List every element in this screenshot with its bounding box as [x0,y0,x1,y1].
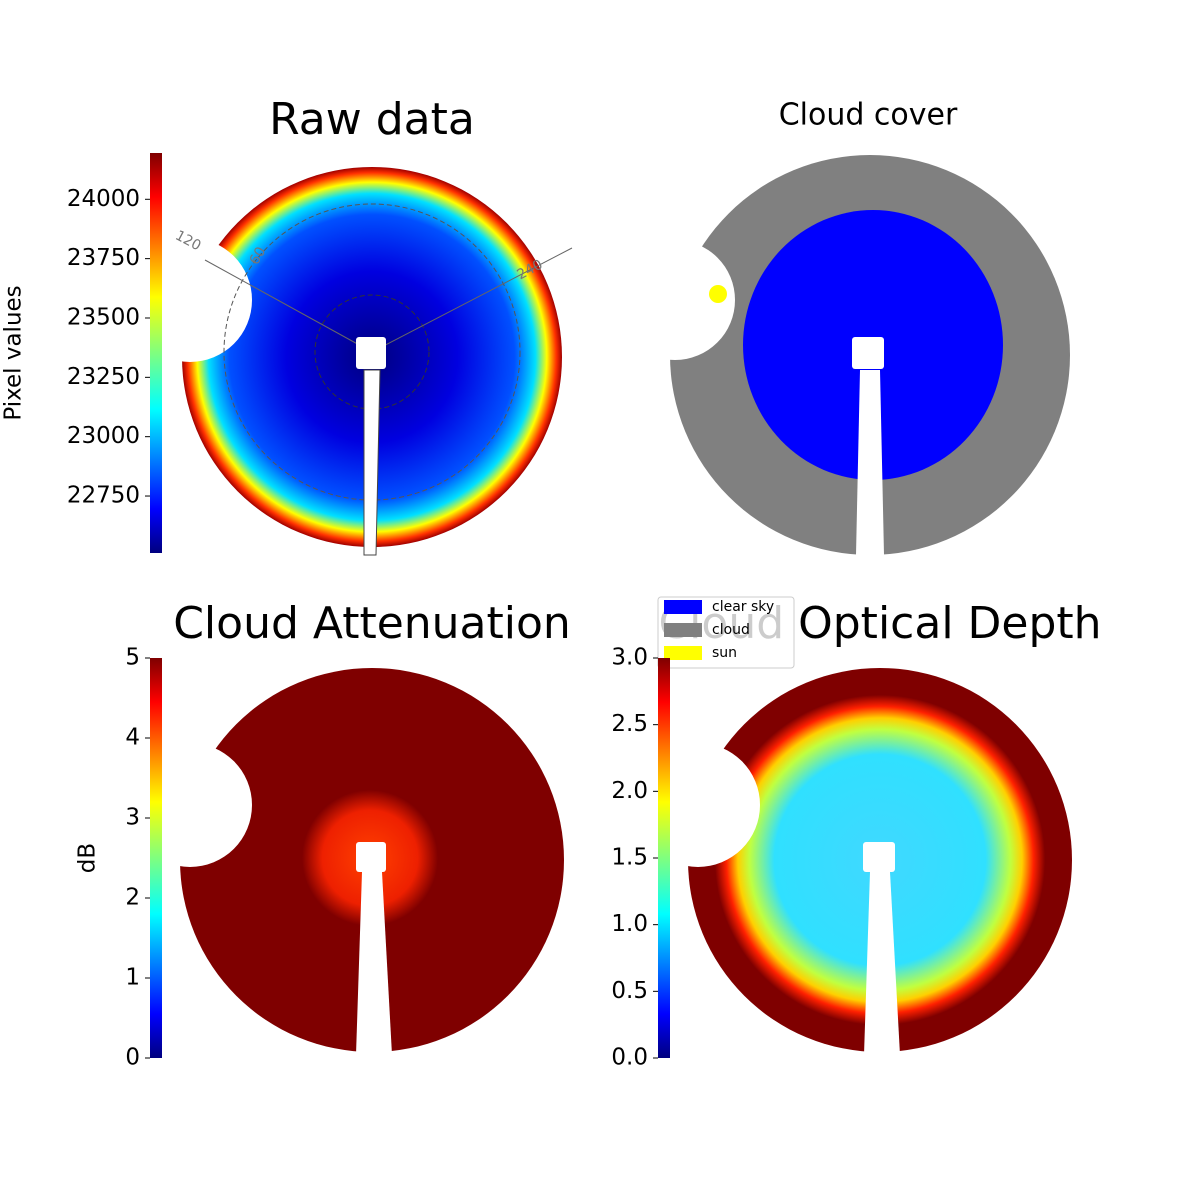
colorbar-label: dB [75,843,101,873]
colorbar-tick-label: 2.0 [611,778,648,804]
colorbar-tick-label: 22750 [67,483,140,509]
colorbar-tick-label: 3 [125,805,140,831]
colorbar-tick-label: 0.0 [611,1045,648,1071]
angle-label: 60 [247,244,270,267]
panel-title: Cloud Attenuation [173,598,571,649]
legend-swatch [664,600,702,614]
attenuation-image [128,668,564,1055]
colorbar-tick-label: 23750 [67,245,140,271]
colorbar-tick-label: 1.5 [611,845,648,871]
colorbar-tick-label: 23500 [67,304,140,330]
colorbar-tick-label: 2.5 [611,711,648,737]
optical-depth-image [636,668,1072,1055]
colorbar-tick-label: 24000 [67,186,140,212]
legend-swatch [664,623,702,637]
colorbar-tick-label: 0 [125,1045,140,1071]
colorbar-tick-label: 1.0 [611,911,648,937]
colorbar-tick-label: 4 [125,725,140,751]
colorbar-tick-label: 23000 [67,423,140,449]
panel-title: Cloud cover [779,98,958,133]
cloud-cover-image [615,155,1070,555]
legend-label: sun [712,645,737,661]
colorbar-label: Pixel values [1,285,27,420]
colorbar [150,658,162,1058]
panel-title: Raw data [269,94,475,145]
legend-label: clear sky [712,599,774,615]
colorbar-tick-label: 23250 [67,364,140,390]
colorbar-tick-label: 5 [125,645,140,671]
colorbar-tick-label: 0.5 [611,978,648,1004]
colorbar [658,658,670,1058]
colorbar-tick-label: 2 [125,885,140,911]
legend-swatch [664,646,702,660]
colorbar [150,153,162,553]
raw-image [128,167,573,556]
colorbar-tick-label: 1 [125,965,140,991]
legend-label: cloud [712,622,750,638]
colorbar-tick-label: 3.0 [611,645,648,671]
